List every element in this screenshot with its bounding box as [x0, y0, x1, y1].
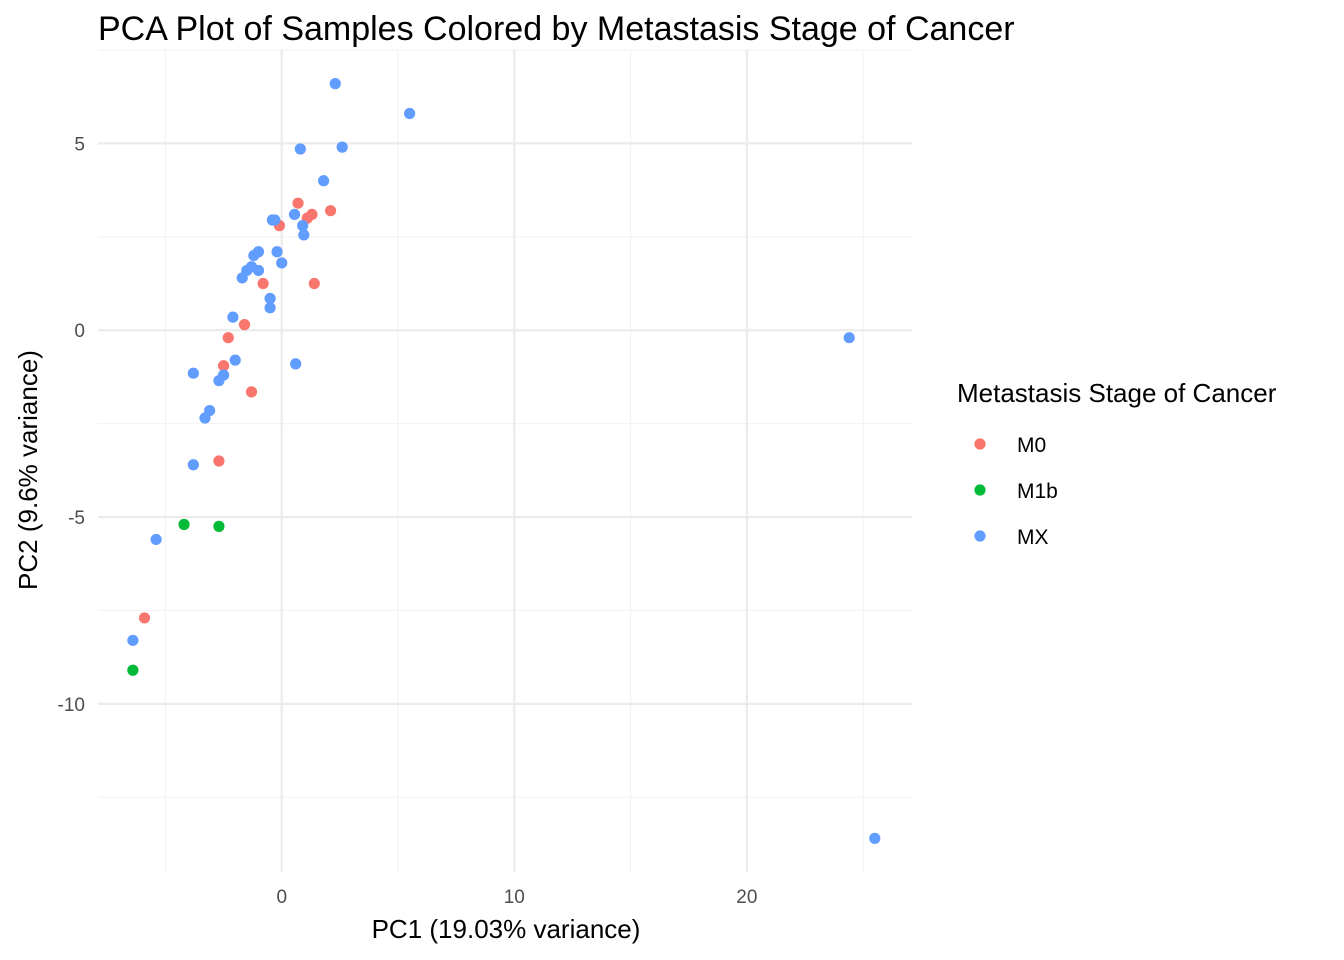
x-tick-label: 20: [736, 887, 757, 908]
data-point-m0: [138, 612, 151, 624]
data-point-m1b: [213, 520, 225, 532]
y-tick-label: -10: [58, 695, 85, 716]
data-point-m0: [257, 277, 269, 290]
data-point-m0: [222, 332, 234, 344]
data-point-m1b: [127, 664, 139, 676]
data-point-m0: [292, 197, 304, 209]
data-points: [127, 78, 881, 844]
grid-lines: [98, 49, 912, 872]
legend-label-mx: MX: [1017, 526, 1049, 549]
x-tick-label: 10: [504, 887, 525, 908]
legend-label-m0: M0: [1017, 434, 1046, 457]
legend-key-m1b: [974, 484, 986, 496]
y-axis-title: PC2 (9.6% variance): [13, 350, 43, 590]
data-point-mx: [264, 302, 276, 314]
data-point-mx: [297, 220, 309, 232]
data-point-mx: [213, 375, 225, 387]
data-point-mx: [199, 412, 211, 424]
data-point-mx: [187, 367, 199, 379]
data-point-m0: [324, 205, 337, 217]
y-tick-label: 5: [74, 134, 85, 155]
data-point-mx: [290, 358, 302, 370]
data-point-mx: [288, 208, 301, 220]
x-tick-label: 0: [276, 887, 287, 908]
data-point-mx: [294, 143, 306, 155]
legend-title: Metastasis Stage of Cancer: [957, 378, 1277, 408]
data-point-mx: [187, 459, 199, 471]
data-point-mx: [227, 311, 239, 323]
data-point-mx: [127, 634, 139, 646]
legend-key-m0: [974, 438, 986, 450]
data-point-mx: [150, 533, 162, 546]
y-tick-label: 0: [74, 321, 85, 342]
x-axis-tick-labels: 0 10 20: [276, 887, 757, 908]
data-point-m0: [213, 455, 225, 467]
data-point-m0: [217, 360, 230, 372]
data-point-mx: [329, 78, 341, 90]
legend-entries: M0 M1b MX: [974, 434, 1058, 549]
data-point-mx: [336, 141, 348, 153]
legend-key-mx: [974, 530, 986, 542]
data-point-m0: [306, 208, 318, 220]
x-axis-title: PC1 (19.03% variance): [372, 914, 641, 944]
data-point-m0: [308, 277, 320, 290]
data-point-mx: [869, 832, 881, 844]
data-point-mx: [298, 229, 310, 241]
data-point-mx: [404, 107, 416, 120]
data-point-mx: [271, 246, 283, 258]
data-point-mx: [843, 332, 855, 344]
legend-label-m1b: M1b: [1017, 480, 1058, 503]
legend: Metastasis Stage of Cancer M0 M1b MX: [957, 378, 1277, 549]
data-point-mx: [252, 264, 265, 277]
data-point-mx: [264, 292, 276, 305]
data-point-mx: [276, 257, 288, 269]
data-point-mx: [317, 175, 330, 187]
data-point-mx: [236, 272, 248, 284]
data-point-mx: [229, 354, 241, 366]
data-point-m1b: [178, 518, 190, 531]
data-point-m0: [238, 319, 251, 331]
y-axis-tick-labels: 5 0 -5 -10: [58, 134, 85, 715]
data-point-mx: [248, 249, 260, 262]
y-tick-label: -5: [68, 508, 85, 529]
chart-title: PCA Plot of Samples Colored by Metastasi…: [98, 10, 1015, 48]
data-point-mx: [269, 214, 281, 226]
data-point-m0: [245, 386, 258, 398]
